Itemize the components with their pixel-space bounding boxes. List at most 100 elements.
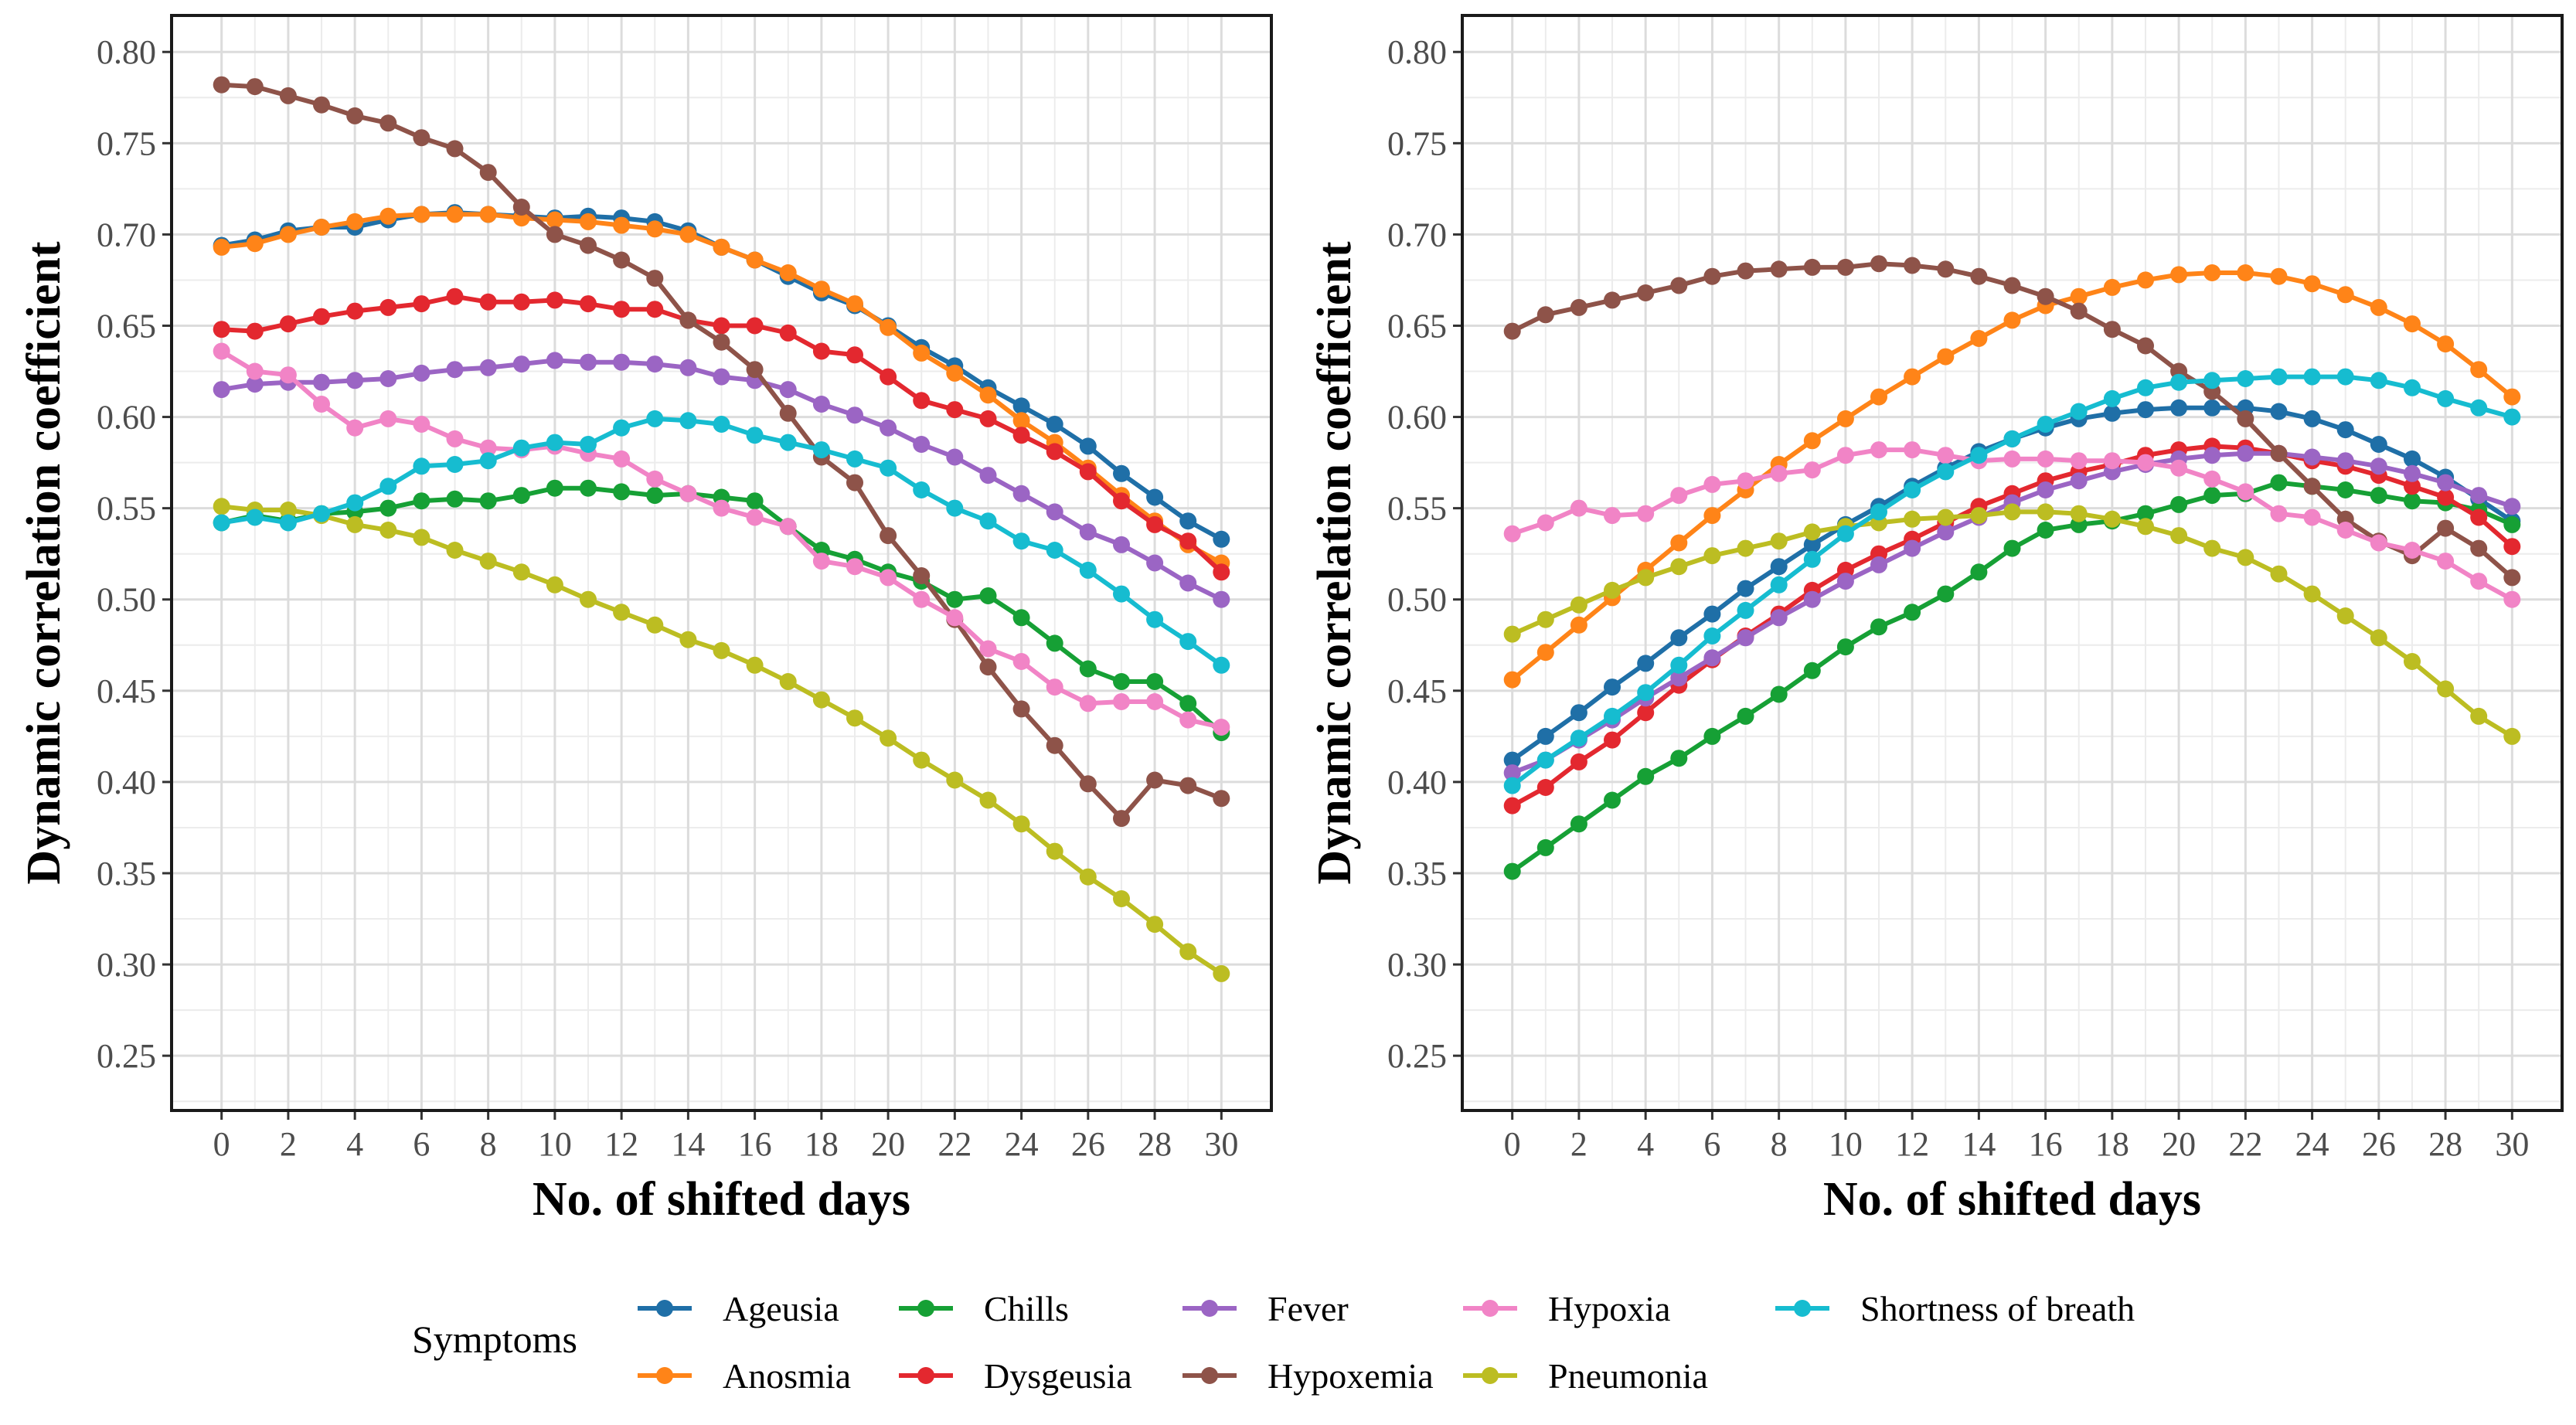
data-point bbox=[1503, 862, 1521, 880]
data-point bbox=[2370, 372, 2387, 389]
data-point bbox=[646, 410, 664, 427]
data-point bbox=[413, 529, 430, 546]
x-tick-label: 18 bbox=[805, 1125, 839, 1163]
data-point bbox=[1046, 842, 1063, 860]
data-point bbox=[346, 419, 364, 437]
data-point bbox=[1012, 485, 1030, 502]
legend-item-dysgeusia: Dysgeusia bbox=[899, 1356, 1132, 1396]
data-point bbox=[812, 691, 830, 709]
data-point bbox=[1604, 581, 1621, 599]
data-point bbox=[2470, 399, 2488, 417]
data-point bbox=[1770, 609, 1788, 627]
data-point bbox=[1113, 693, 1130, 710]
data-point bbox=[1737, 707, 1754, 725]
data-point bbox=[746, 361, 764, 379]
data-point bbox=[646, 487, 664, 505]
data-point bbox=[1637, 655, 1655, 672]
data-point bbox=[846, 406, 863, 424]
data-point bbox=[1870, 503, 1887, 521]
data-point bbox=[2003, 311, 2021, 329]
data-point bbox=[2170, 373, 2188, 391]
data-point bbox=[1503, 625, 1521, 643]
series-anosmia bbox=[213, 206, 1230, 572]
data-point bbox=[546, 226, 563, 243]
data-point bbox=[613, 483, 631, 501]
data-point bbox=[1670, 629, 1688, 647]
data-point bbox=[413, 129, 430, 147]
data-point bbox=[1770, 558, 1788, 576]
data-point bbox=[880, 318, 897, 336]
data-point bbox=[413, 457, 430, 475]
data-point bbox=[346, 515, 364, 533]
data-point bbox=[279, 87, 297, 104]
data-point bbox=[2503, 727, 2521, 745]
data-point bbox=[479, 439, 497, 457]
data-point bbox=[1604, 791, 1621, 809]
x-tick-label: 2 bbox=[280, 1125, 297, 1163]
data-point bbox=[2070, 472, 2088, 490]
data-point bbox=[812, 281, 830, 298]
data-point bbox=[1637, 284, 1655, 301]
data-point bbox=[1213, 719, 1230, 736]
data-point bbox=[1213, 964, 1230, 982]
series-hypoxemia bbox=[1503, 255, 2521, 587]
data-point bbox=[1836, 447, 1854, 464]
x-tick-label: 10 bbox=[538, 1125, 572, 1163]
data-point bbox=[446, 430, 464, 447]
data-point bbox=[1046, 542, 1063, 559]
data-point bbox=[1703, 727, 1721, 745]
data-point bbox=[946, 609, 964, 627]
data-point bbox=[2003, 450, 2021, 468]
data-point bbox=[1146, 916, 1164, 934]
x-tick-label: 30 bbox=[2495, 1125, 2529, 1163]
data-point bbox=[2437, 474, 2455, 491]
data-point bbox=[1179, 711, 1197, 729]
data-point bbox=[2370, 436, 2387, 453]
data-point bbox=[1703, 627, 1721, 644]
legend-label: Chills bbox=[984, 1289, 1069, 1328]
data-point bbox=[1113, 585, 1130, 603]
data-point bbox=[1836, 638, 1854, 656]
data-point bbox=[1079, 561, 1097, 579]
data-point bbox=[1604, 507, 1621, 525]
y-tick-label: 0.70 bbox=[97, 216, 156, 253]
y-tick-label: 0.65 bbox=[97, 307, 156, 345]
legend-point-key bbox=[1794, 1300, 1811, 1317]
x-tick-label: 20 bbox=[2162, 1125, 2196, 1163]
data-point bbox=[2404, 478, 2421, 495]
data-point bbox=[2470, 573, 2488, 590]
data-point bbox=[1570, 730, 1587, 747]
data-point bbox=[679, 631, 697, 648]
data-point bbox=[1803, 258, 1821, 276]
data-point bbox=[979, 640, 997, 658]
y-tick-label: 0.60 bbox=[1387, 399, 1447, 437]
x-tick-label: 14 bbox=[671, 1125, 705, 1163]
data-point bbox=[2137, 379, 2154, 396]
x-tick-label: 8 bbox=[480, 1125, 497, 1163]
y-tick-label: 0.50 bbox=[1387, 581, 1447, 619]
data-point bbox=[746, 317, 764, 335]
data-point bbox=[1503, 797, 1521, 815]
data-point bbox=[2170, 527, 2188, 545]
data-point bbox=[379, 478, 397, 495]
data-point bbox=[1046, 503, 1063, 521]
data-point bbox=[1737, 539, 1754, 557]
data-point bbox=[880, 459, 897, 477]
data-point bbox=[379, 370, 397, 387]
data-point bbox=[213, 514, 230, 532]
data-point bbox=[2270, 368, 2288, 386]
legend-label: Pneumonia bbox=[1548, 1356, 1708, 1396]
data-point bbox=[979, 587, 997, 604]
x-tick-label: 28 bbox=[2428, 1125, 2462, 1163]
data-point bbox=[1904, 481, 1921, 498]
y-tick-label: 0.25 bbox=[97, 1037, 156, 1075]
data-point bbox=[246, 508, 264, 526]
data-point bbox=[2203, 539, 2221, 557]
x-tick-label: 14 bbox=[1962, 1125, 1996, 1163]
data-point bbox=[2336, 368, 2354, 386]
data-point bbox=[613, 419, 631, 437]
data-point bbox=[1213, 563, 1230, 581]
data-point bbox=[1870, 441, 1887, 459]
data-point bbox=[1570, 596, 1587, 614]
data-point bbox=[746, 251, 764, 269]
